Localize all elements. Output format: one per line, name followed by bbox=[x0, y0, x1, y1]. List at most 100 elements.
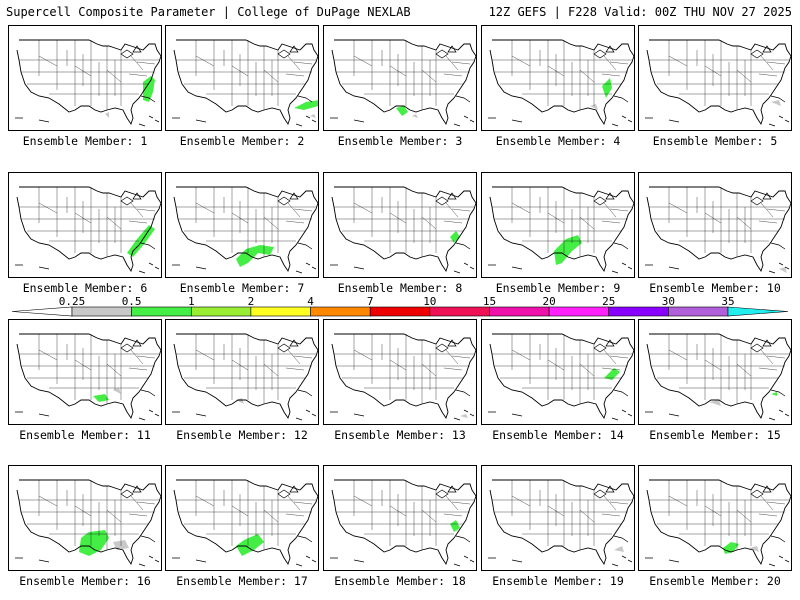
state-boundary bbox=[293, 61, 313, 65]
scp-contour-fill bbox=[113, 388, 121, 394]
state-boundary bbox=[668, 349, 688, 361]
coastline-detail bbox=[295, 417, 303, 421]
scale-color-bin bbox=[369, 306, 431, 317]
scp-contour-fill bbox=[771, 392, 777, 396]
coastline-detail bbox=[469, 119, 475, 123]
scp-contour-fill bbox=[412, 114, 418, 118]
state-boundary bbox=[106, 509, 122, 523]
scp-contour-fill bbox=[779, 267, 787, 273]
state-boundary bbox=[579, 363, 595, 377]
coastline-detail bbox=[148, 262, 154, 266]
coastline-outline bbox=[16, 39, 161, 126]
state-boundary bbox=[287, 349, 301, 365]
coastline-detail bbox=[289, 45, 299, 53]
state-boundary bbox=[130, 349, 144, 365]
coastline-outline bbox=[173, 333, 318, 420]
coastline-detail bbox=[750, 489, 764, 499]
state-boundary bbox=[445, 202, 459, 218]
ensemble-member-caption: Ensemble Member: 15 bbox=[649, 428, 781, 442]
coastline-detail bbox=[120, 196, 134, 206]
coastline-detail bbox=[311, 119, 317, 123]
scp-contour-fill bbox=[749, 546, 759, 552]
ensemble-member-caption: Ensemble Member: 12 bbox=[176, 428, 308, 442]
ensemble-member-caption: Ensemble Member: 19 bbox=[492, 574, 624, 588]
ensemble-member-caption: Ensemble Member: 1 bbox=[22, 134, 148, 148]
us-basemap bbox=[15, 479, 161, 567]
state-boundary bbox=[38, 349, 58, 361]
map-geography bbox=[172, 333, 318, 421]
scp-contour-fill bbox=[590, 104, 598, 110]
scale-tick-label: 4 bbox=[307, 297, 314, 308]
scp-contour-fill bbox=[396, 106, 408, 116]
coastline-detail bbox=[140, 535, 156, 543]
state-boundary bbox=[130, 202, 144, 218]
ensemble-map-panel bbox=[323, 25, 477, 131]
coastline-detail bbox=[784, 559, 790, 563]
coastline-detail bbox=[768, 563, 776, 567]
coastline-detail bbox=[154, 119, 160, 123]
coastline-detail bbox=[311, 413, 317, 417]
map-geography bbox=[330, 186, 476, 274]
coastline-outline bbox=[331, 39, 476, 126]
coastline-detail bbox=[132, 485, 142, 493]
scp-contour-fill bbox=[450, 520, 460, 532]
ensemble-member-caption: Ensemble Member: 6 bbox=[22, 281, 148, 295]
coastline-detail bbox=[311, 266, 317, 270]
coastline-detail bbox=[770, 535, 786, 543]
scale-color-bin bbox=[131, 306, 192, 317]
coastline-detail bbox=[469, 413, 475, 417]
map-geography bbox=[15, 39, 161, 127]
coastline-detail bbox=[140, 95, 156, 103]
scp-contour-fill bbox=[450, 231, 460, 243]
coastline-detail bbox=[750, 49, 764, 59]
coastline-detail bbox=[778, 115, 784, 119]
scale-tick-label: 15 bbox=[483, 297, 496, 308]
state-boundary bbox=[579, 509, 595, 523]
coastline-detail bbox=[488, 264, 523, 270]
scp-contour-fill bbox=[105, 112, 109, 118]
scp-contour-fill bbox=[236, 398, 244, 404]
state-boundary bbox=[421, 509, 437, 523]
state-boundary bbox=[451, 501, 471, 505]
coastline-detail bbox=[305, 555, 311, 559]
coastline-detail bbox=[784, 266, 790, 270]
ensemble-member-caption: Ensemble Member: 5 bbox=[652, 134, 778, 148]
scale-tick-label: 20 bbox=[542, 297, 555, 308]
state-boundary bbox=[609, 208, 629, 212]
map-geography bbox=[645, 39, 791, 127]
state-boundary bbox=[736, 216, 752, 230]
scale-low-arrow bbox=[12, 306, 73, 317]
coastline-detail bbox=[154, 413, 160, 417]
ensemble-member-caption: Ensemble Member: 7 bbox=[179, 281, 305, 295]
state-boundary bbox=[38, 495, 58, 507]
ensemble-map-panel bbox=[638, 465, 792, 571]
color-scale-bar: 0.25 0.5 1 2 4 7 10 15 20 25 30 35 bbox=[12, 297, 788, 317]
coastline-outline bbox=[173, 479, 318, 566]
coastline-detail bbox=[148, 409, 154, 413]
map-geography bbox=[172, 479, 318, 567]
us-basemap bbox=[172, 186, 318, 274]
state-boundary bbox=[195, 55, 215, 67]
us-basemap bbox=[488, 39, 634, 127]
coastline-detail bbox=[447, 485, 457, 493]
scale-tick-label: 35 bbox=[721, 297, 734, 308]
state-boundary bbox=[128, 73, 148, 77]
scp-contour-fill bbox=[709, 400, 721, 406]
us-basemap bbox=[330, 39, 476, 127]
state-boundary bbox=[421, 69, 437, 83]
state-boundary bbox=[285, 367, 305, 371]
state-boundary bbox=[287, 495, 301, 511]
coastline-detail bbox=[277, 196, 291, 206]
coastline-detail bbox=[295, 270, 303, 274]
state-boundary bbox=[766, 208, 786, 212]
coastline-detail bbox=[613, 389, 629, 397]
coastline-detail bbox=[762, 192, 772, 200]
coastline-detail bbox=[297, 95, 313, 103]
coastline-detail bbox=[621, 555, 627, 559]
coastline-detail bbox=[447, 45, 457, 53]
coastline-detail bbox=[305, 115, 311, 119]
state-boundary bbox=[736, 69, 752, 83]
coastline-outline bbox=[173, 39, 318, 126]
map-geography bbox=[330, 333, 476, 421]
coastline-outline bbox=[331, 333, 476, 420]
